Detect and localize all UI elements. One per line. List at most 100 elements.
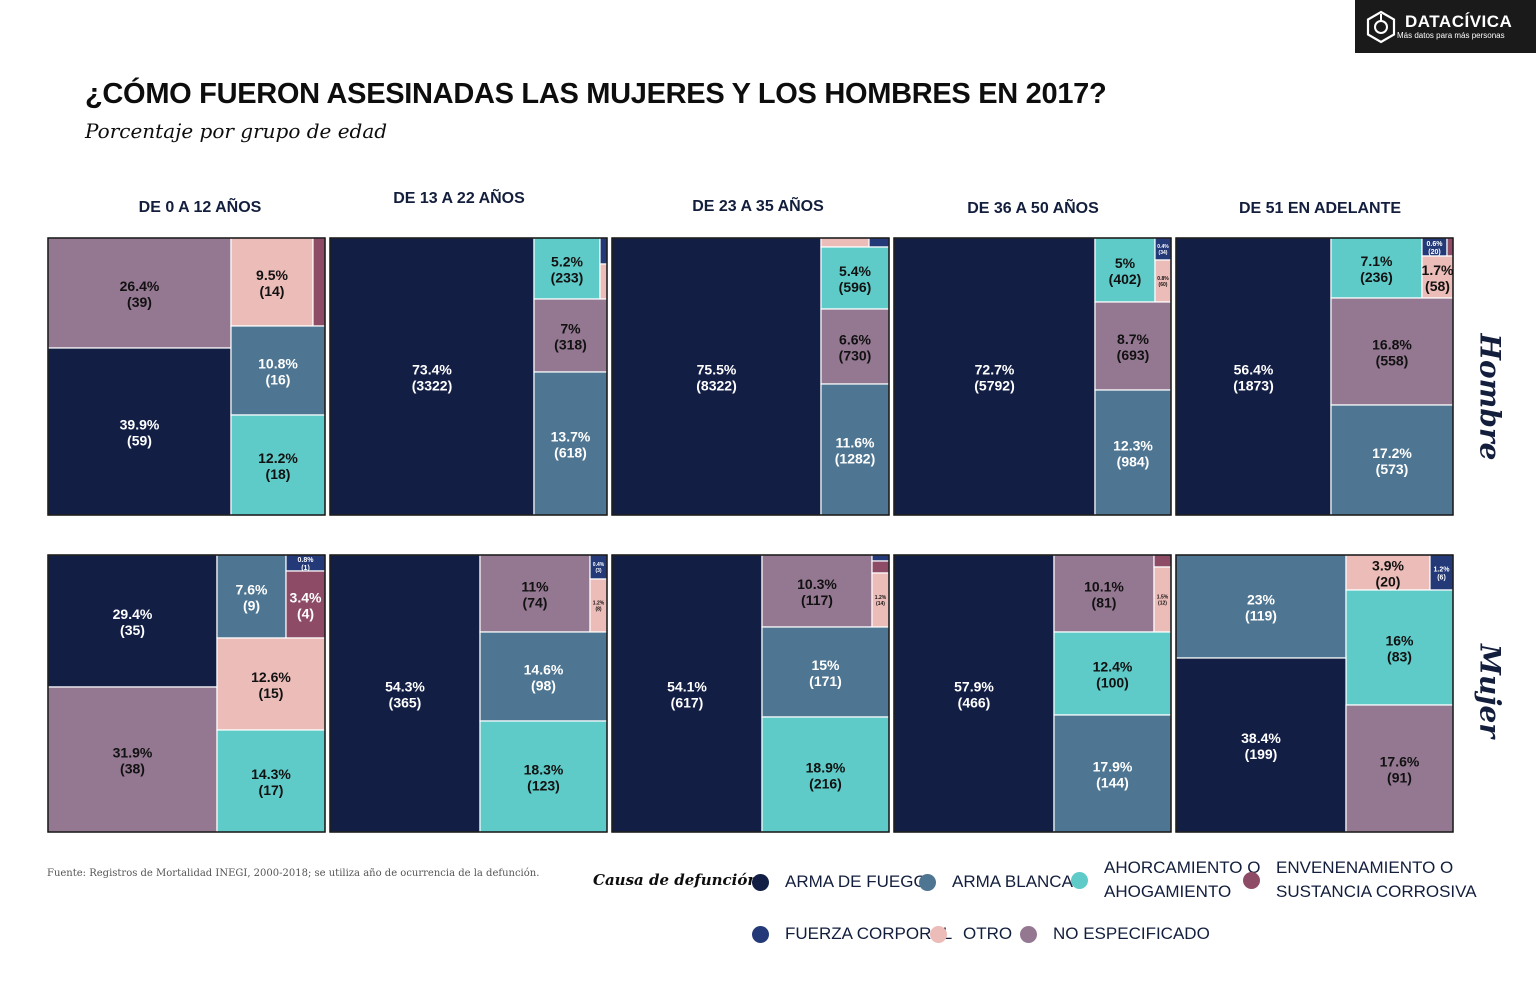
treemap-cell-blanca: [533, 371, 608, 516]
treemap-cell-pct: 10.1%: [1084, 579, 1124, 595]
treemap-cell-noesp: [533, 298, 608, 373]
treemap-cell-pct: 15%: [811, 657, 840, 673]
treemap-cell-count: (8): [595, 607, 601, 613]
treemap-cell-blanca: [1094, 389, 1172, 516]
treemap-cell-ahorc: [230, 414, 326, 516]
treemap-cell-count: (59): [127, 433, 152, 449]
age-group-header-36-50: DE 36 A 50 AÑOS: [967, 200, 1099, 217]
treemap-cell-noesp: [1345, 704, 1454, 833]
treemap-cell-blanca: [1175, 554, 1347, 659]
treemap-cell-count: (83): [1387, 649, 1412, 665]
treemap-panel-border: [1175, 554, 1454, 833]
source-note: Fuente: Registros de Mortalidad INEGI, 2…: [47, 868, 540, 879]
treemap-panel-border: [329, 237, 608, 516]
treemap-cell-fuerza: [599, 237, 608, 265]
treemap-cell-pct: 38.4%: [1241, 730, 1281, 746]
treemap-cell-pct: 5.2%: [551, 254, 583, 270]
treemap-cell-pct: 29.4%: [113, 606, 153, 622]
treemap-cell-fuego: [611, 554, 763, 833]
age-group-header-0-12: DE 0 A 12 AÑOS: [138, 199, 262, 216]
treemap-panel: 29.4%(35) 7.6%(9) 0.8%(1) 3.4%(4) 31.9%(38) 1…: [47, 554, 326, 833]
treemap-cell-ahorc: [479, 720, 608, 833]
legend-label-envenenamiento-line2: SUSTANCIA CORROSIVA: [1276, 882, 1477, 901]
treemap-cell-count: (123): [527, 778, 560, 794]
legend-label-arma-de-fuego: ARMA DE FUEGO: [785, 872, 927, 891]
treemap-cell-pct: 16%: [1385, 633, 1414, 649]
treemap-panel-border: [47, 237, 326, 516]
treemap-cell-blanca: [761, 626, 890, 718]
treemap-panel-border: [1175, 237, 1454, 516]
treemap-cell-ahorc: [216, 729, 326, 833]
treemap-cell-count: (171): [809, 673, 842, 689]
legend-item-arma-de-fuego: ARMA DE FUEGO: [752, 870, 927, 894]
treemap-cell-ahorc: [1345, 589, 1454, 706]
legend-dot-envenenamiento: [1243, 871, 1260, 889]
treemap-cell-count: (466): [958, 695, 991, 711]
treemap-cell-pct: 8.7%: [1117, 331, 1149, 347]
legend-dot-arma-de-fuego: [752, 873, 769, 891]
legend-title: Causa de defunción: [593, 871, 759, 889]
treemap-cell-count: (8322): [696, 378, 736, 394]
treemap-cell-count: (38): [120, 761, 145, 777]
logo-name: DATACÍVICA: [1405, 12, 1513, 31]
treemap-panel: 54.1%(617) 10.3%(117) 1.2%(14) 15%(171) 18.9…: [611, 554, 890, 833]
treemap-cell-pct: 54.3%: [385, 679, 425, 695]
treemap-cell-pct: 10.3%: [797, 576, 837, 592]
legend-item-envenenamiento: ENVENENAMIENTO O SUSTANCIA CORROSIVA: [1243, 856, 1477, 904]
treemap-cell-count: (3): [595, 568, 601, 574]
logo-tagline: Más datos para más personas: [1397, 31, 1505, 40]
age-group-header-23-35: DE 23 A 35 AÑOS: [692, 198, 824, 215]
legend-label-envenenamiento: ENVENENAMIENTO O SUSTANCIA CORROSIVA: [1276, 856, 1477, 904]
treemap-cell-count: (58): [1425, 278, 1450, 294]
treemap-cell-count: (100): [1096, 675, 1129, 691]
treemap-cell-count: (5792): [974, 378, 1014, 394]
treemap-cell-count: (144): [1096, 775, 1129, 791]
treemap-cell-blanca: [820, 383, 890, 516]
treemap-cell-count: (573): [1376, 461, 1409, 477]
treemap-cell-noesp: [47, 237, 232, 349]
treemap-cell-count: (984): [1117, 454, 1150, 470]
treemap-cell-pct: 73.4%: [412, 362, 452, 378]
treemap-cell-pct: 12.3%: [1113, 438, 1153, 454]
treemap-panel: 73.4%(3322) 5.2%(233) 7%(318) 13.7%(618): [329, 237, 608, 516]
treemap-cell-count: (12): [1158, 601, 1167, 607]
treemap-cell-count: (91): [1387, 770, 1412, 786]
legend-dot-arma-blanca: [919, 873, 936, 891]
legend-label-arma-blanca: ARMA BLANCA: [952, 872, 1073, 891]
treemap-panel: 23%(119) 3.9%(20) 1.2%(6) 16%(83) 38.4%(199)…: [1175, 554, 1454, 833]
treemap-panel: 72.7%(5792) 5%(402) 0.4%(34) 0.8%(60) 8.7%(6…: [893, 237, 1172, 516]
treemap-cell-enven: [1153, 554, 1172, 568]
treemap-cell-pct: 12.4%: [1093, 659, 1133, 675]
treemap-cell-enven: [871, 560, 890, 574]
treemap-cell-pct: 5%: [1115, 255, 1136, 271]
treemap-cell-enven: [285, 570, 326, 639]
treemap-cell-count: (20): [1428, 249, 1440, 256]
age-group-header-13-22: DE 13 A 22 AÑOS: [393, 190, 525, 207]
treemap-cell-pct: 0.4%: [593, 562, 605, 568]
legend-dot-otro: [930, 925, 947, 943]
treemap-cell-fuego: [893, 237, 1096, 516]
treemap-panel-border: [329, 554, 608, 833]
treemap-cell-count: (17): [259, 782, 284, 798]
treemap-cell-pct: 18.9%: [806, 760, 846, 776]
treemap-cell-count: (1282): [835, 451, 875, 467]
treemap-cell-ahorc: [761, 716, 890, 833]
treemap-cell-count: (119): [1245, 608, 1277, 624]
legend-item-otro: OTRO: [930, 922, 1012, 946]
legend-label-envenenamiento-line1: ENVENENAMIENTO O: [1276, 858, 1454, 877]
age-group-header-51-plus: DE 51 EN ADELANTE: [1238, 200, 1402, 217]
treemap-cell-pct: 14.3%: [251, 766, 291, 782]
treemap-cell-count: (596): [839, 279, 872, 295]
legend-dot-ahorcamiento: [1071, 871, 1088, 889]
treemap-cell-count: (98): [531, 678, 556, 694]
treemap-cell-pct: 10.8%: [258, 356, 298, 372]
treemap-cell-count: (35): [120, 622, 145, 638]
treemap-cell-ahorc: [1330, 237, 1423, 299]
treemap-cell-count: (20): [1376, 574, 1401, 590]
treemap-cell-blanca: [1330, 404, 1454, 516]
treemap-cell-pct: 7.6%: [236, 582, 268, 598]
treemap-panel-border: [893, 237, 1172, 516]
legend-item-fuerza-corporal: FUERZA CORPORAL: [752, 922, 952, 946]
treemap-cell-count: (318): [554, 337, 587, 353]
